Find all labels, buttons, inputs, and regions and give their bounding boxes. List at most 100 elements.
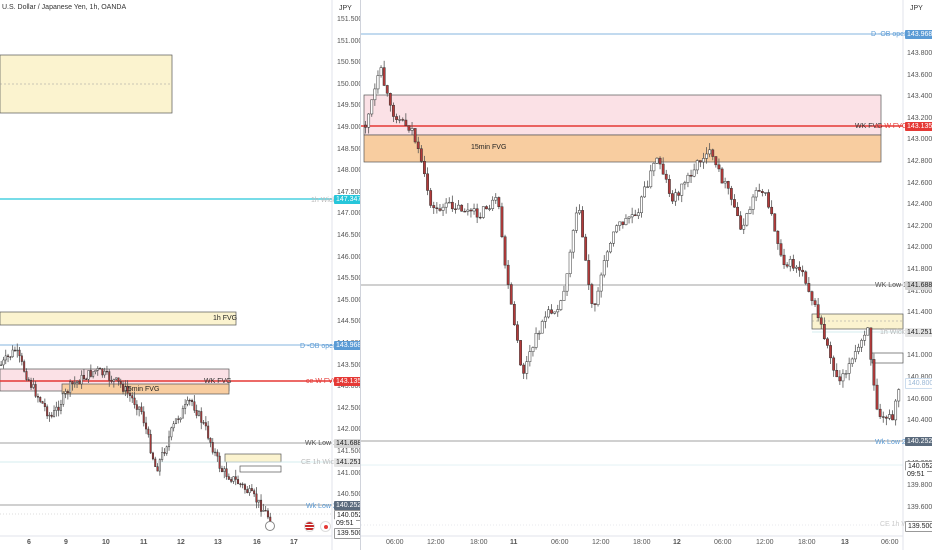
left-y-tick: 149.000 bbox=[337, 124, 360, 131]
right-candle-body bbox=[367, 113, 371, 128]
right-candle-body bbox=[708, 149, 712, 155]
right-candle-body bbox=[754, 190, 758, 198]
right-candle-body bbox=[683, 182, 687, 185]
right-candle-body bbox=[441, 206, 445, 211]
right-candle-body bbox=[739, 215, 743, 230]
left-candle-body bbox=[145, 422, 148, 430]
wk-fvg-label: WK FVG bbox=[855, 123, 883, 130]
ce-1h-wick-label: CE 1h Wick bbox=[301, 459, 338, 466]
fvg-15m-zone bbox=[61, 383, 230, 395]
right-y-tick: 140.600 bbox=[907, 395, 932, 403]
left-candle-body bbox=[80, 374, 83, 385]
countdown-tag: 09:51 bbox=[905, 470, 927, 479]
left-price-chart[interactable] bbox=[0, 0, 360, 550]
left-x-tick: 13 bbox=[214, 539, 222, 546]
left-candle-body bbox=[20, 355, 23, 362]
right-candle-body bbox=[816, 304, 820, 319]
right-y-tick: 142.000 bbox=[907, 244, 932, 252]
right-candle-body bbox=[559, 300, 563, 310]
right-candle-body bbox=[782, 254, 786, 265]
left-candle-body bbox=[154, 458, 157, 467]
ce-wfvg-label: ce W FVG bbox=[875, 123, 908, 130]
right-x-tick: 12:00 bbox=[592, 539, 610, 546]
left-candle-body bbox=[239, 483, 242, 485]
right-candle-body bbox=[382, 67, 386, 86]
left-x-tick: 11 bbox=[140, 539, 148, 546]
left-candle-body bbox=[4, 355, 7, 361]
left-candle-body bbox=[27, 379, 30, 381]
right-candle-body bbox=[636, 212, 640, 217]
right-y-tick: 142.600 bbox=[907, 179, 932, 187]
left-y-tick: 142.500 bbox=[337, 404, 360, 412]
right-candle-body bbox=[547, 309, 550, 318]
left-candle-body bbox=[122, 383, 125, 392]
right-candle-body bbox=[615, 225, 619, 233]
right-candle-body bbox=[395, 116, 398, 120]
right-y-tick: 141.800 bbox=[907, 266, 932, 273]
right-candle-body bbox=[866, 327, 870, 336]
fvg-15m-label: 15min FVG bbox=[471, 144, 507, 151]
left-x-tick: 16 bbox=[253, 539, 261, 546]
left-candle-body bbox=[7, 355, 10, 357]
right-chart-pane[interactable]: JPY 143.800 143.600 143.400 143.200 143.000 1… bbox=[361, 0, 932, 550]
flag-time-icon[interactable] bbox=[265, 521, 275, 531]
left-candle-body bbox=[216, 451, 219, 457]
ce-wfvg-label: ce W FVG bbox=[306, 378, 339, 385]
left-y-tick: 143.000 bbox=[337, 383, 360, 391]
right-candle-body bbox=[819, 317, 823, 325]
left-y-tick: 142.000 bbox=[337, 426, 360, 434]
right-candle-body bbox=[888, 414, 891, 419]
right-candle-body bbox=[578, 210, 581, 214]
right-candle-body bbox=[571, 230, 575, 253]
left-candle-body bbox=[2, 359, 5, 366]
right-candle-body bbox=[633, 214, 637, 217]
right-candle-body bbox=[658, 157, 662, 165]
right-candle-body bbox=[847, 363, 851, 374]
right-candle-body bbox=[447, 201, 451, 204]
right-candle-body bbox=[857, 346, 860, 352]
right-candle-body bbox=[832, 357, 836, 371]
fvg-1h-label: 1h FVG bbox=[213, 315, 238, 322]
left-candle-body bbox=[117, 377, 120, 382]
right-candle-body bbox=[770, 206, 774, 215]
jp-flag-icon[interactable] bbox=[320, 521, 331, 532]
right-candle-body bbox=[850, 358, 854, 364]
d-ob-open-label: D -OB open bbox=[300, 343, 337, 350]
price-tag-wk-low-1: 141.688 bbox=[334, 439, 360, 448]
right-candle-body bbox=[643, 186, 646, 198]
left-candle-body bbox=[151, 452, 154, 460]
left-y-tick: 150.000 bbox=[337, 80, 360, 88]
fvg-zone-1h bbox=[0, 311, 237, 326]
left-candle-body bbox=[202, 422, 205, 424]
right-candle-body bbox=[413, 128, 417, 143]
left-y-tick: 147.500 bbox=[337, 188, 360, 196]
price-tag-ce-1h: 141.251 bbox=[334, 458, 360, 467]
right-candle-body bbox=[426, 173, 429, 191]
right-x-tick: 06:00 bbox=[386, 539, 404, 546]
right-candle-body bbox=[667, 179, 671, 194]
left-chart-pane[interactable]: U.S. Dollar / Japanese Yen, 1h, OANDA JP… bbox=[0, 0, 360, 550]
pane-divider[interactable] bbox=[360, 0, 361, 550]
right-candle-body bbox=[466, 209, 470, 212]
right-candle-body bbox=[764, 192, 767, 194]
left-candle-body bbox=[53, 410, 56, 417]
right-price-chart[interactable] bbox=[361, 0, 932, 550]
right-candle-body bbox=[581, 210, 584, 238]
price-tag-wk-low-2: 140.252 bbox=[334, 501, 360, 510]
left-candle-body bbox=[32, 384, 35, 388]
left-x-tick: 9 bbox=[64, 539, 68, 546]
left-candle-body bbox=[227, 476, 230, 480]
right-candle-body bbox=[891, 414, 894, 421]
right-candle-body bbox=[562, 290, 566, 301]
right-candle-body bbox=[723, 181, 727, 184]
wk-fvg-label: WK FVG bbox=[204, 378, 232, 385]
right-candle-body bbox=[640, 196, 643, 214]
price-tag-wk-low-1: 141.688 bbox=[905, 281, 932, 290]
right-candle-body bbox=[661, 163, 665, 175]
left-candle-body bbox=[110, 379, 113, 382]
right-candle-body bbox=[664, 173, 668, 180]
left-candle-body bbox=[142, 411, 145, 424]
us-flag-icon[interactable] bbox=[304, 521, 315, 532]
right-candle-body bbox=[596, 290, 600, 305]
right-candle-body bbox=[457, 204, 460, 210]
